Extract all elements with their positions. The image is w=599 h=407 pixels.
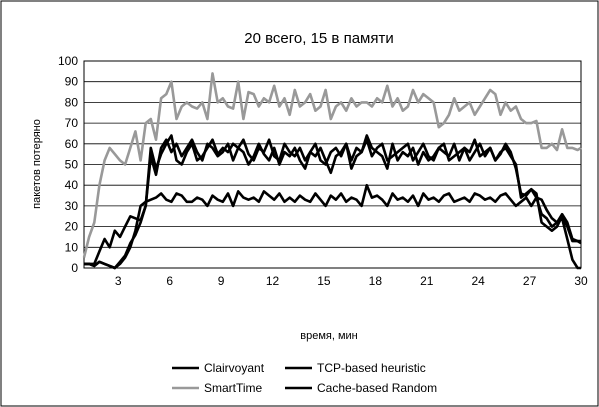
x-tick-label: 3 (115, 274, 122, 288)
y-tick-label: 80 (65, 95, 79, 109)
y-axis-tick-labels: 0 10 20 30 40 50 60 70 80 90 100 (58, 54, 78, 275)
y-tick-label: 90 (65, 75, 79, 89)
series-lines (82, 72, 582, 270)
x-axis-tick-labels: 3 6 9 12 15 18 21 24 27 30 (115, 274, 588, 288)
y-tick-label: 0 (71, 261, 78, 275)
series-line-smarttime (82, 72, 582, 258)
y-tick-label: 70 (65, 116, 79, 130)
x-tick-label: 15 (317, 274, 331, 288)
series-line-clairvoyant (84, 183, 581, 270)
x-tick-label: 9 (218, 274, 225, 288)
legend-label: Clairvoyant (204, 361, 265, 375)
legend: Clairvoyant TCP-based heuristic SmartTime C… (172, 361, 437, 395)
legend-label: TCP-based heuristic (317, 361, 426, 375)
x-tick-label: 18 (369, 274, 383, 288)
x-tick-label: 21 (420, 274, 434, 288)
x-tick-label: 30 (574, 274, 588, 288)
y-tick-label: 20 (65, 220, 79, 234)
x-tick-label: 12 (266, 274, 280, 288)
plot-area-border (83, 60, 582, 269)
y-tick-label: 30 (65, 199, 79, 213)
y-tick-label: 60 (65, 137, 79, 151)
y-tick-label: 40 (65, 178, 79, 192)
legend-label: SmartTime (204, 381, 263, 395)
x-tick-label: 6 (166, 274, 173, 288)
chart-title: 20 всего, 15 в памяти (244, 30, 393, 47)
legend-label: Cache-based Random (317, 381, 437, 395)
y-tick-label: 10 (65, 240, 79, 254)
x-tick-label: 24 (471, 274, 485, 288)
x-tick-label: 27 (523, 274, 537, 288)
x-axis-label: время, мин (300, 330, 358, 342)
y-tick-label: 50 (65, 158, 79, 172)
series-line-cache-based-random (84, 134, 582, 270)
y-axis-label: пакетов потеряно (31, 119, 43, 209)
y-tick-label: 100 (58, 54, 78, 68)
